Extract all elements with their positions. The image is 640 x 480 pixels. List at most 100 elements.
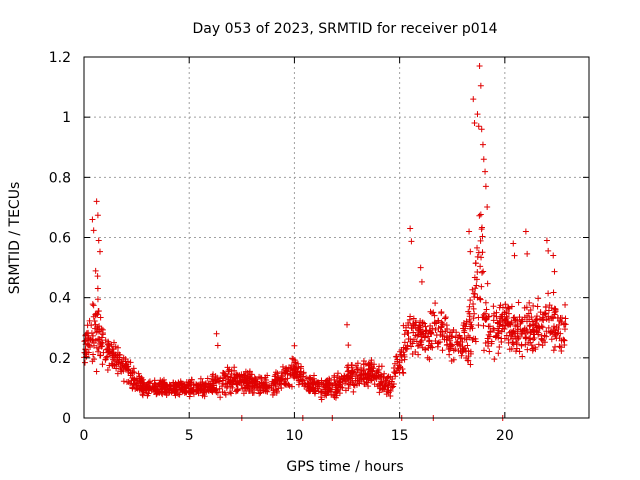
data-point <box>345 362 352 369</box>
data-point <box>428 329 435 336</box>
data-point <box>145 379 152 386</box>
data-point <box>467 323 474 330</box>
y-tick-label: 0.8 <box>49 170 71 186</box>
data-point <box>91 325 98 332</box>
data-point <box>473 282 480 289</box>
data-point <box>435 325 442 332</box>
data-point <box>475 322 482 329</box>
data-point <box>381 383 388 390</box>
data-point <box>415 351 422 358</box>
data-point <box>220 380 227 387</box>
data-point <box>474 244 481 251</box>
data-point <box>284 370 291 377</box>
data-point <box>214 342 221 349</box>
data-point <box>502 301 509 308</box>
data-point <box>510 328 517 335</box>
data-point <box>545 324 552 331</box>
data-point <box>417 329 424 336</box>
data-point <box>524 328 531 335</box>
data-point <box>90 351 97 358</box>
grid <box>84 57 589 418</box>
data-point <box>333 389 340 396</box>
data-point <box>159 378 166 385</box>
data-point <box>104 366 111 373</box>
data-point <box>399 369 406 376</box>
data-point <box>496 323 503 330</box>
data-point <box>526 299 533 306</box>
data-point <box>543 333 550 340</box>
data-point <box>476 295 483 302</box>
data-point <box>432 337 439 344</box>
data-point <box>511 252 518 259</box>
data-point <box>446 351 453 358</box>
data-point <box>475 123 482 130</box>
data-point <box>292 359 299 366</box>
data-point <box>478 126 485 133</box>
data-point <box>452 346 459 353</box>
data-point <box>485 323 492 330</box>
data-point <box>555 322 562 329</box>
data-point <box>282 380 289 387</box>
data-point <box>561 341 568 348</box>
data-point <box>448 333 455 340</box>
data-point <box>479 141 486 148</box>
data-point <box>425 333 432 340</box>
data-point <box>97 314 104 321</box>
data-point <box>350 388 357 395</box>
data-point <box>543 237 550 244</box>
data-point <box>441 336 448 343</box>
data-point <box>221 372 228 379</box>
data-point <box>562 301 569 308</box>
data-point <box>473 276 480 283</box>
data-point <box>199 379 206 386</box>
data-point <box>485 313 492 320</box>
data-point <box>90 302 97 309</box>
data-point <box>251 382 258 389</box>
data-point <box>503 313 510 320</box>
data-point <box>471 310 478 317</box>
data-point <box>474 253 481 260</box>
data-point <box>311 390 318 397</box>
data-point <box>442 314 449 321</box>
data-point <box>86 317 93 324</box>
data-point <box>546 316 553 323</box>
data-point <box>228 371 235 377</box>
data-point <box>257 389 264 396</box>
data-point <box>291 359 298 366</box>
data-point <box>523 334 530 341</box>
data-point <box>482 340 489 347</box>
data-point <box>458 335 465 342</box>
data-point <box>288 383 295 390</box>
data-point <box>291 342 298 349</box>
data-point <box>427 308 434 315</box>
data-point <box>319 381 326 388</box>
data-point <box>301 383 308 390</box>
data-point <box>539 314 546 321</box>
data-point <box>366 374 373 381</box>
data-point <box>510 314 517 321</box>
data-point <box>410 329 417 336</box>
data-point <box>345 385 352 392</box>
data-point <box>360 361 367 368</box>
data-point <box>410 321 417 328</box>
data-point <box>371 381 378 388</box>
data-point <box>219 369 226 376</box>
data-point <box>427 344 434 351</box>
x-tick-label: 10 <box>286 428 304 444</box>
data-point <box>222 391 229 398</box>
data-point <box>455 333 462 340</box>
data-point <box>430 309 437 316</box>
data-point <box>90 227 97 234</box>
data-point <box>273 389 280 396</box>
data-point <box>463 336 470 343</box>
data-point <box>188 388 195 395</box>
data-point <box>89 337 96 344</box>
data-point <box>455 340 462 347</box>
data-point <box>216 378 223 385</box>
data-point <box>470 96 477 103</box>
data-point <box>120 378 127 385</box>
data-point <box>332 382 339 389</box>
data-point <box>219 388 226 395</box>
data-point <box>540 317 547 324</box>
data-point <box>159 391 166 398</box>
